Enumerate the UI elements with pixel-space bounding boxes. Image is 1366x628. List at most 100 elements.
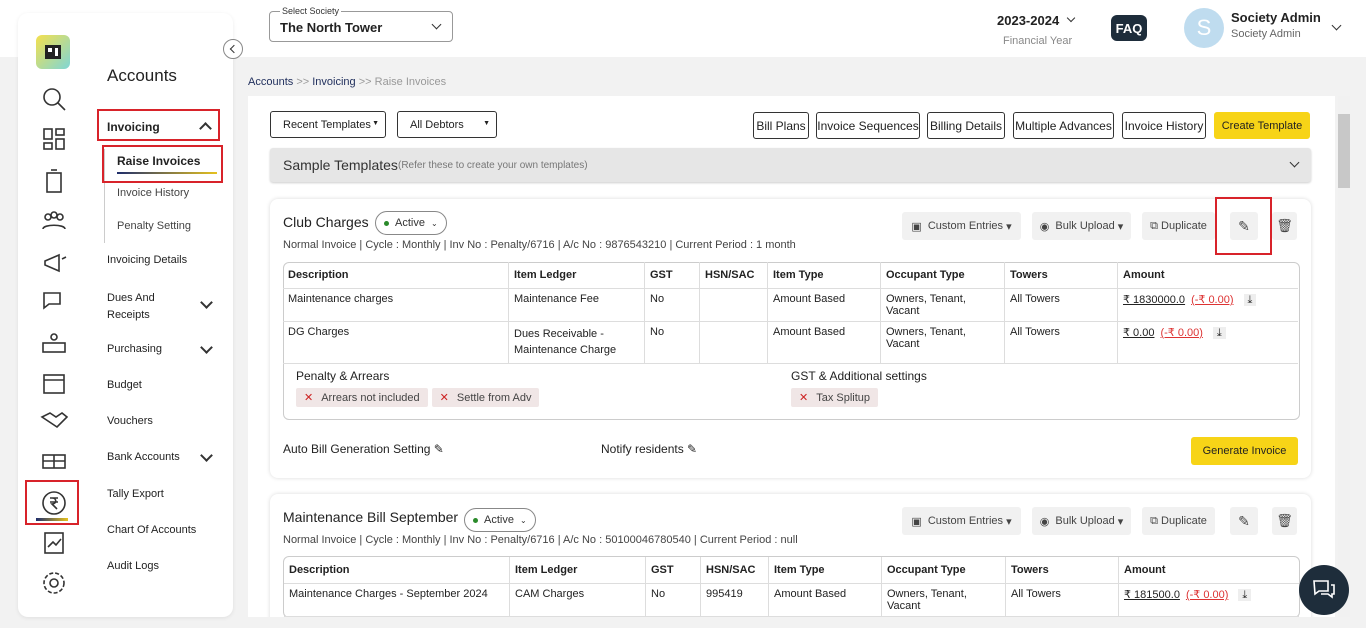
dashboard-icon[interactable] <box>40 125 68 153</box>
delete-button[interactable]: 🗑 <box>1272 507 1297 535</box>
scroll-thumb[interactable] <box>1338 114 1350 188</box>
society-select[interactable]: Select Society The North Tower <box>269 6 453 42</box>
chat-button[interactable] <box>1299 565 1349 615</box>
calendar-icon[interactable] <box>40 369 68 397</box>
amount[interactable]: ₹ 0.00 <box>1123 327 1155 339</box>
user-role: Society Admin <box>1231 28 1301 40</box>
menu-item[interactable]: Invoicing Details <box>107 254 188 266</box>
adjustment[interactable]: (-₹ 0.00) <box>1185 589 1229 601</box>
status-select[interactable]: Active ⌄ <box>375 211 447 235</box>
caret: ⌄ <box>430 218 438 228</box>
cell: No <box>645 322 700 364</box>
society-name: The North Tower <box>280 20 383 35</box>
handshake-icon[interactable] <box>40 407 69 435</box>
tag-label: Settle from Adv <box>456 391 532 404</box>
filter-select[interactable]: All Debtors ▼ <box>397 111 497 138</box>
menu-item[interactable]: Tally Export <box>107 488 164 500</box>
column-header: Item Ledger <box>509 262 645 289</box>
building-icon[interactable] <box>40 167 68 195</box>
custom-entries-button[interactable]: ▣ Custom Entries ▾ <box>902 507 1021 535</box>
menu-item[interactable]: Audit Logs <box>107 560 159 572</box>
duplicate-button[interactable]: ⧉ Duplicate <box>1142 212 1215 240</box>
chevron <box>200 341 213 354</box>
tag-label: Arrears not included <box>321 391 420 404</box>
cell: Maintenance Fee <box>509 289 645 322</box>
download-icon[interactable]: ⤓ <box>1212 327 1226 339</box>
setting-link[interactable]: Auto Bill Generation Setting ✎ <box>283 442 444 456</box>
active-underline <box>36 518 68 521</box>
cell: Amount Based <box>769 584 882 617</box>
caret: ▼ <box>372 120 379 127</box>
amount[interactable]: ₹ 181500.0 <box>1124 589 1180 601</box>
cell: No <box>645 289 700 322</box>
cell: Owners, Tenant, Vacant <box>881 289 1005 322</box>
toolbar-button[interactable]: Billing Details <box>927 112 1005 139</box>
cell: All Towers <box>1005 322 1118 364</box>
download-icon[interactable]: ⤓ <box>1243 294 1257 306</box>
user-name: Society Admin <box>1231 10 1321 25</box>
menu-item[interactable]: Bank Accounts <box>107 451 180 463</box>
avatar[interactable]: S <box>1184 8 1224 48</box>
download-icon[interactable]: ⤓ <box>1238 589 1252 601</box>
toolbar-button[interactable]: Invoice Sequences <box>816 112 920 139</box>
toolbar-button[interactable]: Multiple Advances <box>1013 112 1114 139</box>
column-header: Towers <box>1006 557 1119 584</box>
announce-icon[interactable] <box>40 249 68 277</box>
parking-icon[interactable] <box>40 447 68 475</box>
menu-item[interactable]: Dues And Receipts <box>107 292 155 321</box>
cell: ₹ 181500.0 (-₹ 0.00) ⤓ <box>1119 584 1299 617</box>
chevron[interactable] <box>1331 20 1342 31</box>
logo-mark <box>45 45 61 59</box>
reports-icon[interactable] <box>40 529 68 557</box>
template-card: Maintenance Bill September Active ⌄ Norma… <box>270 494 1311 617</box>
settings-icon[interactable] <box>40 569 68 597</box>
generate-invoice-button[interactable]: Generate Invoice <box>1191 437 1298 465</box>
bulk-upload-button[interactable]: ◉ Bulk Upload ▾ <box>1032 212 1131 240</box>
submenu-item[interactable]: Penalty Setting <box>117 220 191 232</box>
bulk-upload-button[interactable]: ◉ Bulk Upload ▾ <box>1032 507 1131 535</box>
tag: ✕ Arrears not included <box>296 388 428 407</box>
adjustment[interactable]: (-₹ 0.00) <box>1160 327 1203 339</box>
cell: Maintenance charges <box>283 289 509 322</box>
edit-button[interactable]: ✎ <box>1230 212 1258 240</box>
search-icon[interactable] <box>40 85 68 113</box>
cell: Maintenance Charges - September 2024 <box>284 584 510 617</box>
menu-item[interactable]: Chart Of Accounts <box>107 524 197 536</box>
menu-item[interactable]: Budget <box>107 379 142 391</box>
cell: Dues Receivable - Maintenance Charge <box>509 322 645 364</box>
accounts-icon[interactable] <box>40 489 68 517</box>
filter-select[interactable]: Recent Templates ▼ <box>270 111 386 138</box>
duplicate-button[interactable]: ⧉ Duplicate <box>1142 507 1215 535</box>
toolbar-button[interactable]: Bill Plans <box>753 112 809 139</box>
edit-button[interactable]: ✎ <box>1230 507 1258 535</box>
custom-entries-button[interactable]: ▣ Custom Entries ▾ <box>902 212 1021 240</box>
submenu-item[interactable]: Raise Invoices <box>117 154 201 168</box>
collapse-button[interactable] <box>223 39 243 59</box>
amount[interactable]: ₹ 1830000.0 <box>1123 294 1186 306</box>
breadcrumb-link[interactable]: Accounts <box>248 76 294 88</box>
menu-item[interactable]: Vouchers <box>107 415 153 427</box>
facility-icon[interactable] <box>40 329 68 357</box>
breadcrumb-link[interactable]: Invoicing <box>312 76 356 88</box>
setting-link[interactable]: Notify residents ✎ <box>601 442 698 456</box>
menu-item[interactable]: Purchasing <box>107 343 163 355</box>
sample-templates-bar[interactable]: Sample Templates (Refer these to create … <box>270 148 1311 182</box>
submenu-item[interactable]: Invoice History <box>117 187 190 199</box>
menu-item[interactable]: Invoicing <box>107 120 160 134</box>
toolbar-button[interactable]: Invoice History <box>1122 112 1206 139</box>
logo[interactable] <box>36 35 70 69</box>
chevron <box>200 296 213 309</box>
status-select[interactable]: Active ⌄ <box>464 508 536 532</box>
adjustment[interactable]: (-₹ 0.00) <box>1191 294 1234 306</box>
template-meta: Normal Invoice | Cycle : Monthly | Inv N… <box>283 239 796 251</box>
column-header: Item Ledger <box>510 557 646 584</box>
delete-button[interactable]: 🗑 <box>1272 212 1297 240</box>
faq-button[interactable]: FAQ <box>1111 15 1147 41</box>
financial-year[interactable]: 2023-2024 <box>997 13 1060 28</box>
action-label: Custom Entries <box>927 515 1004 527</box>
create-template-button[interactable]: Create Template <box>1214 112 1310 139</box>
chat-icon[interactable] <box>40 287 68 315</box>
people-icon[interactable] <box>40 207 68 235</box>
status: Active <box>395 217 425 229</box>
filter-label: All Debtors <box>410 118 464 131</box>
